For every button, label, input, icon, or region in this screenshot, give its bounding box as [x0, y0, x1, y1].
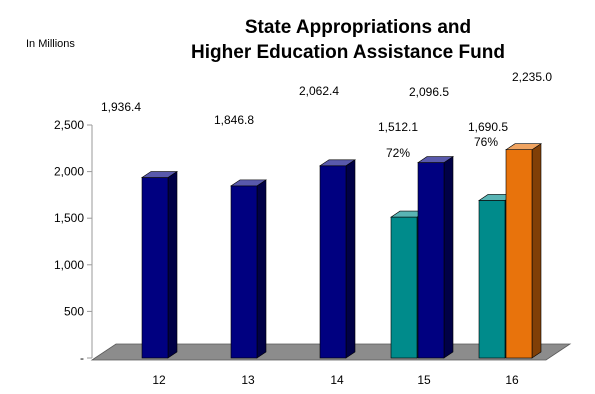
- data-label: 1,690.5: [468, 120, 508, 134]
- data-label: 2,096.5: [409, 85, 449, 99]
- y-tick-label: 1,500: [54, 211, 84, 225]
- bar-side-face: [167, 170, 178, 359]
- x-tick-label: 16: [505, 373, 519, 387]
- bar: [417, 156, 454, 359]
- y-tick-label: -: [80, 351, 84, 365]
- x-tick-label: 14: [330, 373, 344, 387]
- chart-layer: - 500 1,000 1,500 2,000 2,500 12 13 14 15 16 1,936.…: [54, 70, 572, 387]
- x-tick-label: 13: [241, 373, 255, 387]
- bar-side-face: [531, 143, 542, 359]
- bar-front-face: [417, 162, 445, 359]
- x-tick-label: 15: [417, 373, 431, 387]
- bar-front-face: [230, 185, 258, 359]
- bar-top-face: [319, 159, 356, 167]
- bar-side-face: [256, 179, 267, 359]
- y-tick-label: 2,000: [54, 165, 84, 179]
- data-label: 2,235.0: [512, 70, 552, 84]
- bar-front-face: [390, 216, 418, 359]
- bar: [319, 159, 356, 359]
- bar-top-face: [417, 156, 454, 163]
- percent-annotation: 76%: [474, 135, 498, 149]
- chart-title-line-1: State Appropriations and: [245, 17, 471, 38]
- data-label: 2,062.4: [299, 84, 339, 98]
- bar-front-face: [141, 177, 169, 359]
- x-tick-label: 12: [152, 373, 166, 387]
- bar: [230, 179, 267, 359]
- bar-side-face: [345, 159, 356, 359]
- bar-top-face: [141, 171, 178, 178]
- bar-front-face: [505, 149, 533, 359]
- data-label: 1,846.8: [214, 113, 254, 127]
- data-label: 1,512.1: [378, 120, 418, 134]
- bar: [141, 170, 178, 359]
- y-tick-label: 1,000: [54, 258, 84, 272]
- data-label: 1,936.4: [101, 100, 141, 114]
- percent-annotation: 72%: [386, 146, 410, 160]
- bar-side-face: [443, 156, 454, 359]
- bar-top-face: [230, 179, 267, 187]
- bar: [505, 143, 542, 359]
- y-tick-label: 500: [64, 304, 84, 318]
- bar-front-face: [478, 200, 506, 359]
- bar-top-face: [505, 143, 542, 150]
- y-tick-label: 2,500: [54, 118, 84, 132]
- bar-front-face: [319, 165, 347, 359]
- chart-title-line-2: Higher Education Assistance Fund: [191, 42, 505, 63]
- y-unit-label: In Millions: [26, 38, 75, 50]
